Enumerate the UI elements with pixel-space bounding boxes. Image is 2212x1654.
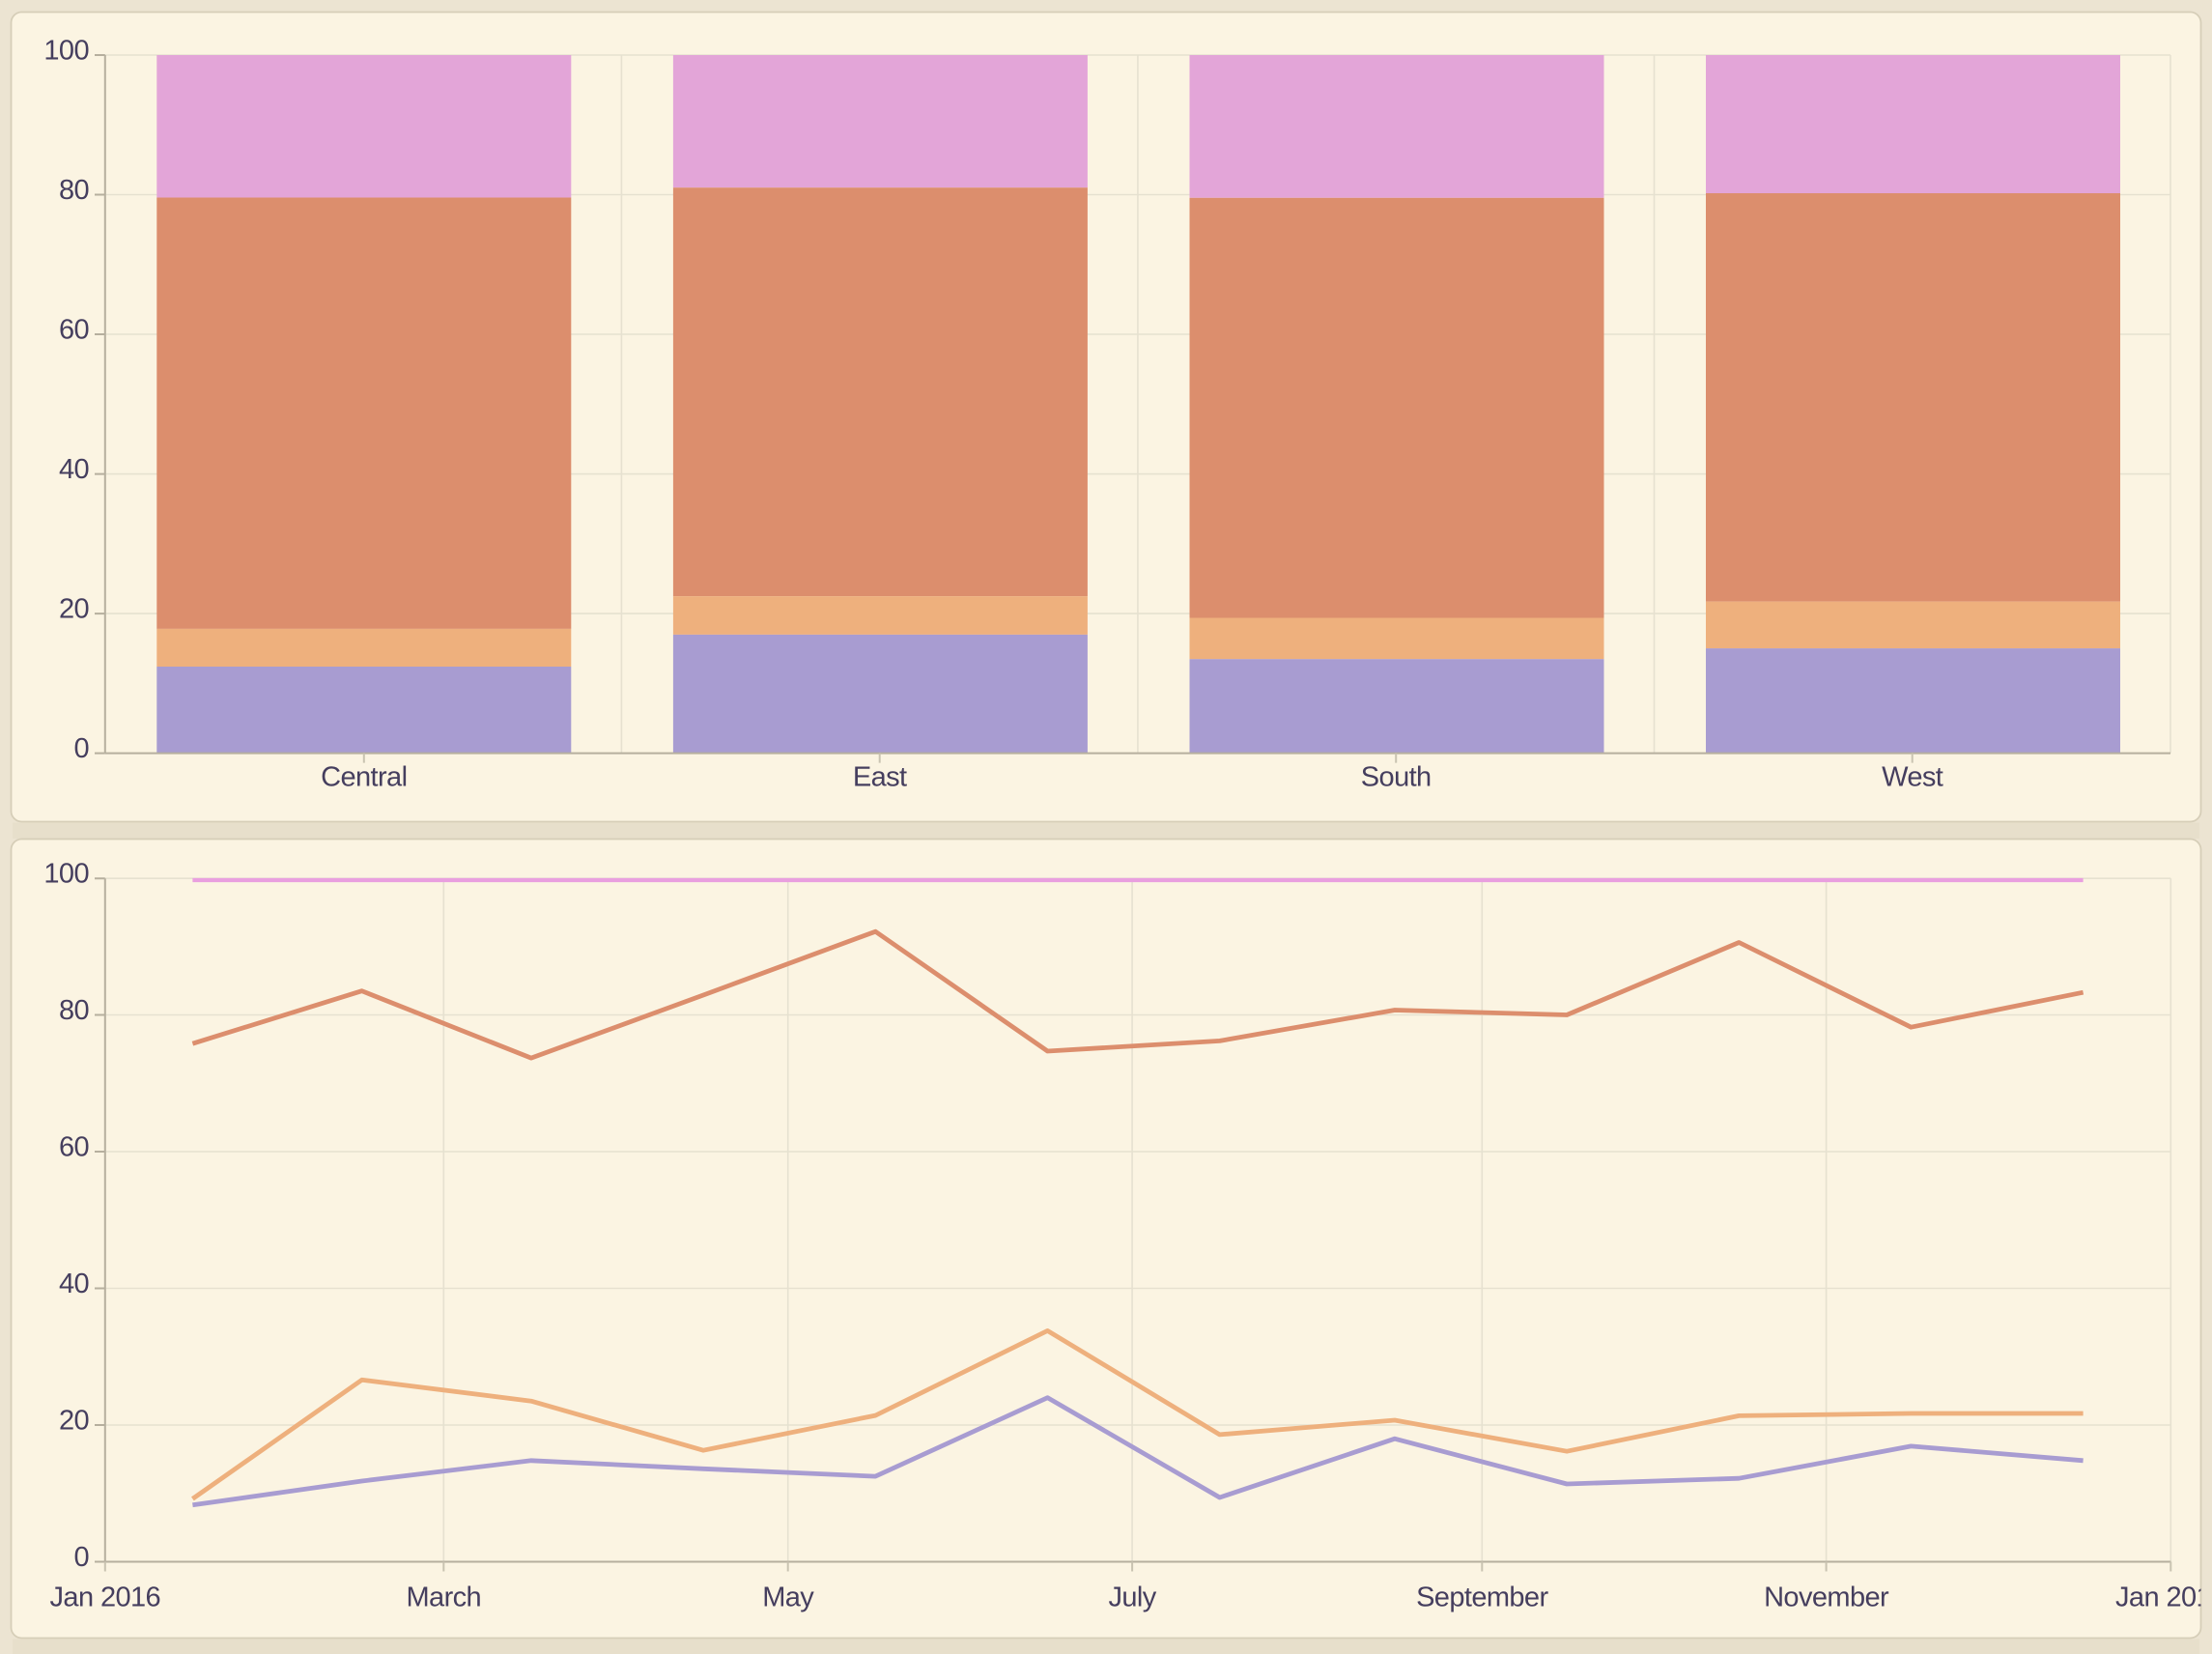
svg-text:July: July [1109,1583,1157,1613]
svg-text:80: 80 [59,175,89,206]
svg-text:West: West [1882,762,1943,793]
svg-text:80: 80 [59,995,89,1026]
svg-text:60: 60 [59,1131,89,1162]
svg-text:Jan 2016: Jan 2016 [50,1583,161,1613]
svg-text:East: East [853,762,907,793]
svg-text:South: South [1361,762,1432,793]
svg-text:0: 0 [73,733,89,764]
svg-text:20: 20 [59,594,89,625]
svg-text:20: 20 [59,1405,89,1436]
svg-text:100: 100 [43,35,89,66]
svg-text:0: 0 [73,1542,89,1573]
svg-text:March: March [407,1583,482,1613]
svg-text:September: September [1416,1583,1548,1613]
svg-text:Jan 2017: Jan 2017 [2115,1583,2212,1613]
svg-text:November: November [1764,1583,1889,1613]
svg-text:100: 100 [43,859,89,890]
svg-text:40: 40 [59,1269,89,1299]
svg-text:40: 40 [59,454,89,485]
svg-text:60: 60 [59,314,89,345]
svg-text:May: May [762,1583,814,1613]
svg-text:Central: Central [321,762,407,793]
